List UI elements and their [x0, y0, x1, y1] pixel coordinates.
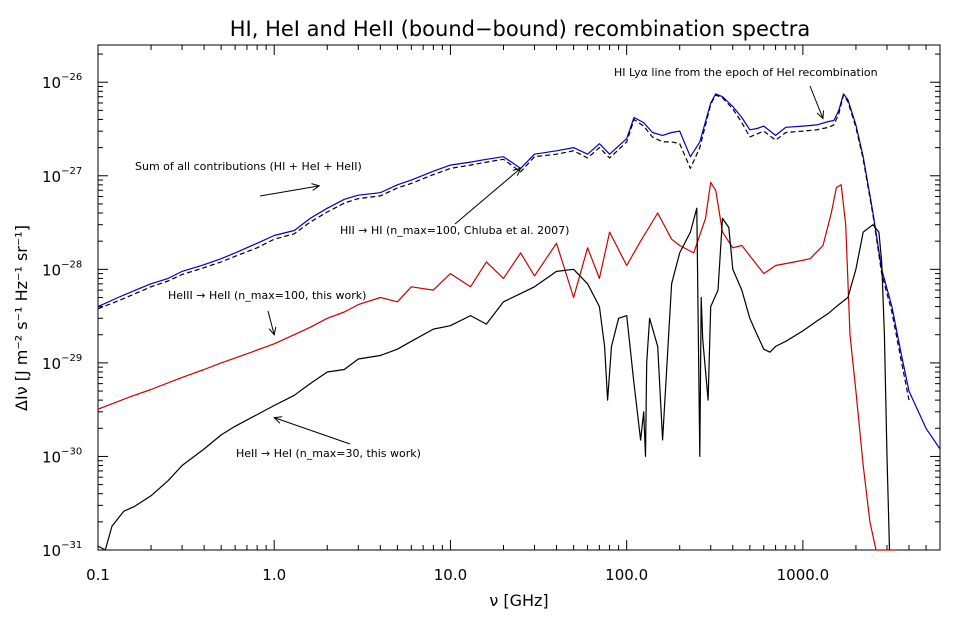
data-series	[97, 93, 941, 551]
annotation-sum: Sum of all contributions (HI + HeI + HeI…	[135, 160, 362, 173]
y-tick-label: 10−29	[42, 353, 82, 373]
y-tick-labels: 10−31 10−30 10−29 10−28 10−27 10−26	[42, 72, 82, 560]
annotation-arrows	[259, 85, 825, 445]
arrow-hi	[454, 167, 521, 225]
series-total	[97, 93, 941, 450]
y-tick-label: 10−28	[42, 259, 82, 279]
x-tick-label: 0.1	[86, 566, 110, 584]
arrow-lya	[809, 85, 824, 119]
series-heii_to_heii	[97, 181, 897, 551]
annotation-lya: HI Lyα line from the epoch of HeI recomb…	[614, 66, 878, 79]
y-tick-label: 10−30	[42, 446, 82, 466]
x-axis-label: ν [GHz]	[489, 591, 548, 610]
annotation-heiii: HeIII → HeII (n_max=100, this work)	[168, 289, 366, 302]
x-tick-label: 1000.0	[777, 566, 830, 584]
arrow-heiii	[267, 310, 275, 335]
y-tick-label: 10−27	[42, 166, 82, 186]
y-tick-label: 10−26	[42, 72, 82, 92]
arrowhead-sum	[311, 183, 321, 191]
series-hi	[97, 94, 910, 401]
chart-title: HI, HeI and HeII (bound−bound) recombina…	[230, 17, 810, 41]
arrow-sum	[259, 185, 320, 197]
x-tick-label: 100.0	[605, 566, 648, 584]
arrowhead-lya	[816, 110, 825, 120]
arrow-heii	[274, 417, 351, 445]
x-tick-label: 1.0	[262, 566, 286, 584]
y-axis-label: ΔIν [J m⁻² s⁻¹ Hz⁻¹ sr⁻¹]	[12, 225, 31, 411]
series-heii_to_hei	[97, 207, 891, 551]
arrowhead-hi	[512, 167, 522, 176]
x-tick-labels: 0.1 1.0 10.0 100.0 1000.0	[86, 566, 829, 584]
x-tick-label: 10.0	[434, 566, 467, 584]
y-tick-label: 10−31	[42, 540, 82, 560]
annotation-heii: HeII → HeI (n_max=30, this work)	[236, 447, 421, 460]
arrowhead-heiii	[268, 326, 277, 336]
arrowhead-heii	[273, 416, 283, 424]
axis-ticks	[97, 45, 941, 551]
annotation-hi: HII → HI (n_max=100, Chluba et al. 2007)	[340, 224, 569, 237]
